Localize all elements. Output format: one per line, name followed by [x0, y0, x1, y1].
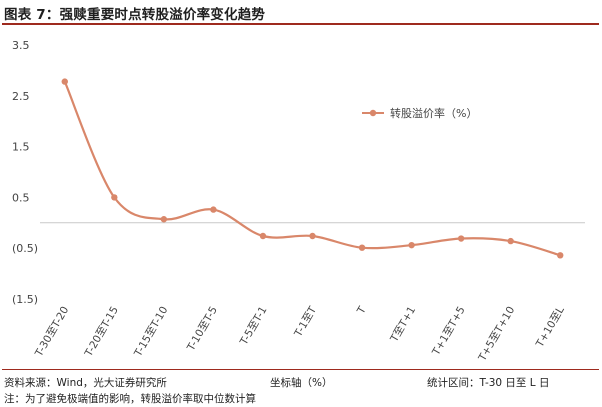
y-tick-label: 2.5 — [12, 90, 30, 103]
data-point — [457, 235, 465, 242]
x-tick-label: T-30至T-20 — [33, 305, 72, 360]
range-note: 统计区间：T-30 日至 L 日 — [427, 377, 550, 389]
data-point — [259, 232, 267, 240]
data-point — [210, 206, 217, 213]
source-note: 资料来源：Wind，光大证券研究所 — [4, 377, 167, 389]
title-divider — [2, 23, 599, 25]
data-point — [408, 241, 415, 249]
y-tick-label: 1.5 — [12, 141, 30, 154]
axis-note: 坐标轴（%） — [270, 377, 333, 389]
data-point — [160, 216, 168, 223]
data-point — [309, 232, 316, 240]
legend-label: 转股溢价率（%） — [390, 106, 477, 120]
line-chart: 3.5 2.5 1.5 0.5 (0.5) (1.5) T-30至T-20 T-20至T-1… — [12, 39, 585, 364]
series-line — [63, 81, 561, 257]
data-point — [507, 237, 514, 245]
data-point — [61, 78, 68, 85]
y-axis: 3.5 2.5 1.5 0.5 (0.5) (1.5) — [12, 39, 38, 306]
x-tick-label: T-1至T — [292, 304, 320, 340]
x-tick-label: T+10至L — [533, 304, 566, 350]
legend: 转股溢价率（%） — [362, 106, 477, 120]
y-tick-label: 3.5 — [12, 39, 30, 52]
footer-divider — [2, 369, 599, 370]
x-tick-label: T+5至T+10 — [476, 305, 517, 365]
series — [61, 78, 564, 259]
x-tick-label: T-10至T-5 — [185, 305, 220, 354]
legend-marker — [369, 109, 377, 117]
footnote: 注：为了避免极端值的影响，转股溢价率取中位数计算 — [4, 393, 256, 405]
data-point — [557, 252, 564, 259]
y-tick-label: (1.5) — [12, 293, 38, 306]
data-point — [111, 194, 118, 201]
x-tick-label: T-20至T-15 — [82, 305, 121, 360]
x-axis: T-30至T-20 T-20至T-15 T-15至T-10 T-10至T-5 T-5至T… — [33, 304, 567, 364]
x-tick-label: T至T+1 — [388, 305, 418, 345]
x-tick-label: T-5至T-1 — [237, 305, 269, 349]
chart-title: 图表 7：强赎重要时点转股溢价率变化趋势 — [4, 7, 266, 23]
x-tick-label: T+1至T+5 — [430, 305, 468, 359]
y-tick-label: 0.5 — [12, 191, 30, 204]
y-tick-label: (0.5) — [12, 242, 38, 255]
data-point — [358, 244, 366, 251]
x-tick-label: T — [355, 304, 369, 317]
x-tick-label: T-15至T-10 — [132, 305, 171, 360]
